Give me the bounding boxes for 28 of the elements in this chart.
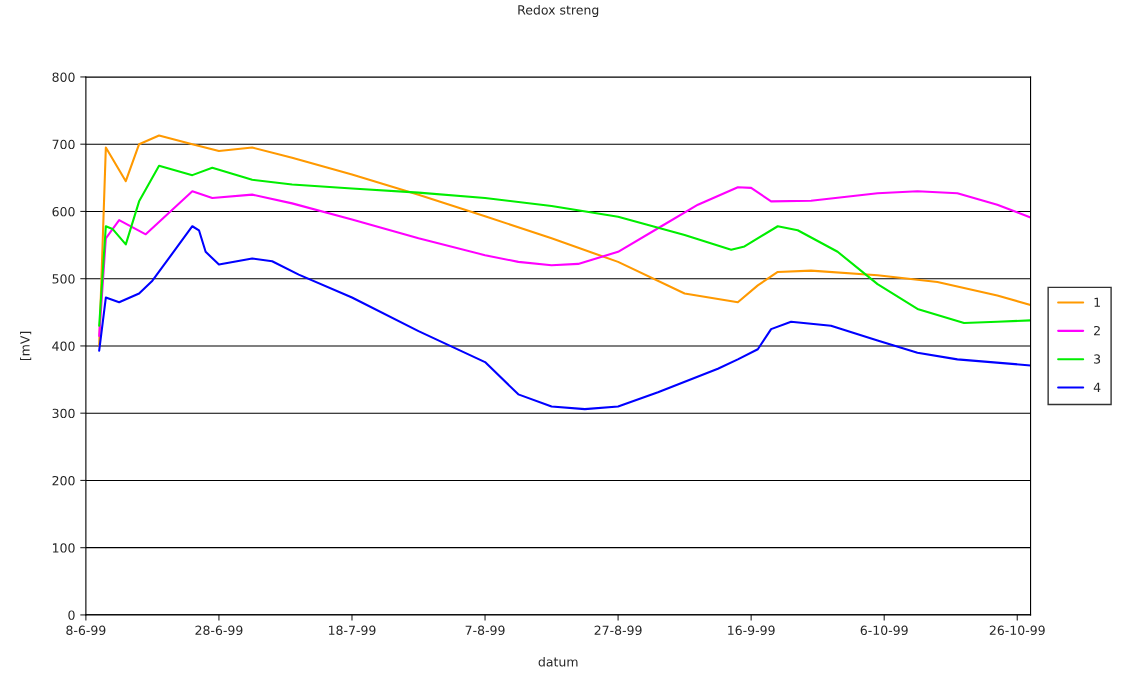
x-tick-label: 7-8-99: [465, 625, 505, 636]
x-tick-label: 6-10-99: [860, 625, 908, 636]
y-tick-label: 500: [52, 274, 75, 284]
x-tick-label: 18-7-99: [328, 625, 376, 636]
y-tick-label: 600: [52, 206, 75, 217]
legend-label: 2: [1094, 325, 1100, 336]
x-tick-label: 27-8-99: [594, 625, 642, 636]
y-tick-label: 100: [52, 543, 75, 553]
x-tick-label: 8-6-99: [66, 625, 106, 636]
x-tick-label: 16-9-99: [728, 625, 775, 636]
y-axis-title: [mV]: [20, 331, 32, 361]
y-tick-label: 700: [52, 139, 75, 150]
legend-label: 4: [1093, 382, 1101, 392]
legend-label: 1: [1094, 297, 1100, 307]
x-tick-label: 26-10-99: [989, 625, 1045, 636]
chart-title: Redox streng: [518, 4, 599, 18]
x-tick-label: 28-6-99: [195, 625, 243, 636]
line-series: [98, 134, 1031, 347]
line-series: [98, 186, 1031, 337]
y-tick-label: 0: [68, 610, 75, 620]
y-tick-label: 400: [52, 341, 75, 351]
x-axis-title: datum: [538, 656, 578, 667]
y-tick-label: 800: [52, 72, 75, 82]
line-series: [98, 225, 1031, 411]
legend-label: 3: [1094, 354, 1101, 364]
line-series: [98, 164, 1031, 327]
y-tick-label: 200: [52, 475, 75, 486]
y-tick-label: 300: [52, 408, 75, 419]
